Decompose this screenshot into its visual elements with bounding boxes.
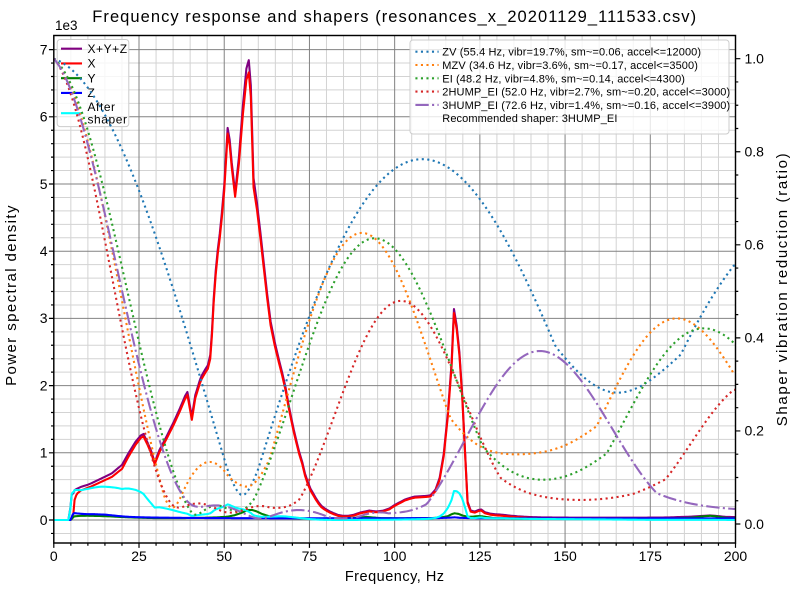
svg-text:Shaper vibration reduction (ra: Shaper vibration reduction (ratio) <box>774 152 791 427</box>
svg-text:0.2: 0.2 <box>745 423 765 439</box>
svg-text:0: 0 <box>50 548 58 564</box>
svg-text:0.4: 0.4 <box>745 330 765 346</box>
svg-text:MZV (34.6 Hz, vibr=3.6%, sm~=0: MZV (34.6 Hz, vibr=3.6%, sm~=0.17, accel… <box>442 60 698 72</box>
svg-text:3: 3 <box>40 310 48 326</box>
svg-text:After: After <box>88 100 116 114</box>
svg-text:7: 7 <box>40 41 48 57</box>
svg-text:X+Y+Z: X+Y+Z <box>88 42 128 56</box>
svg-text:0.0: 0.0 <box>745 516 765 532</box>
svg-text:1: 1 <box>40 445 48 461</box>
svg-text:1e3: 1e3 <box>55 18 78 33</box>
svg-text:150: 150 <box>553 548 577 564</box>
svg-text:3HUMP_EI (72.6 Hz, vibr=1.4%,: 3HUMP_EI (72.6 Hz, vibr=1.4%, sm~=0.16, … <box>442 100 730 112</box>
svg-text:Frequency, Hz: Frequency, Hz <box>345 569 445 585</box>
svg-text:1.0: 1.0 <box>745 51 765 67</box>
svg-text:25: 25 <box>131 548 147 564</box>
svg-text:100: 100 <box>383 548 407 564</box>
svg-text:175: 175 <box>639 548 663 564</box>
svg-text:5: 5 <box>40 176 48 192</box>
svg-text:2: 2 <box>40 377 48 393</box>
svg-text:EI (48.2 Hz, vibr=4.8%, sm~=0.: EI (48.2 Hz, vibr=4.8%, sm~=0.14, accel<… <box>442 73 685 85</box>
svg-text:75: 75 <box>302 548 318 564</box>
svg-text:Y: Y <box>88 71 97 85</box>
svg-text:Recommended shaper: 3HUMP_EI: Recommended shaper: 3HUMP_EI <box>442 113 617 125</box>
svg-text:ZV (55.4 Hz, vibr=19.7%, sm~=0: ZV (55.4 Hz, vibr=19.7%, sm~=0.06, accel… <box>442 47 701 59</box>
svg-text:6: 6 <box>40 109 48 125</box>
svg-text:4: 4 <box>40 243 48 259</box>
svg-text:200: 200 <box>724 548 748 564</box>
svg-text:0.8: 0.8 <box>745 144 765 160</box>
svg-text:2HUMP_EI (52.0 Hz, vibr=2.7%,: 2HUMP_EI (52.0 Hz, vibr=2.7%, sm~=0.20, … <box>442 87 730 99</box>
svg-text:Frequency response and shapers: Frequency response and shapers (resonanc… <box>92 8 697 26</box>
svg-text:Power spectral density: Power spectral density <box>3 204 20 386</box>
svg-text:X: X <box>88 57 97 71</box>
svg-text:Z: Z <box>88 86 96 100</box>
svg-text:50: 50 <box>216 548 232 564</box>
svg-text:shaper: shaper <box>88 112 128 126</box>
svg-text:0.6: 0.6 <box>745 237 765 253</box>
svg-text:0: 0 <box>40 512 48 528</box>
svg-text:125: 125 <box>468 548 492 564</box>
